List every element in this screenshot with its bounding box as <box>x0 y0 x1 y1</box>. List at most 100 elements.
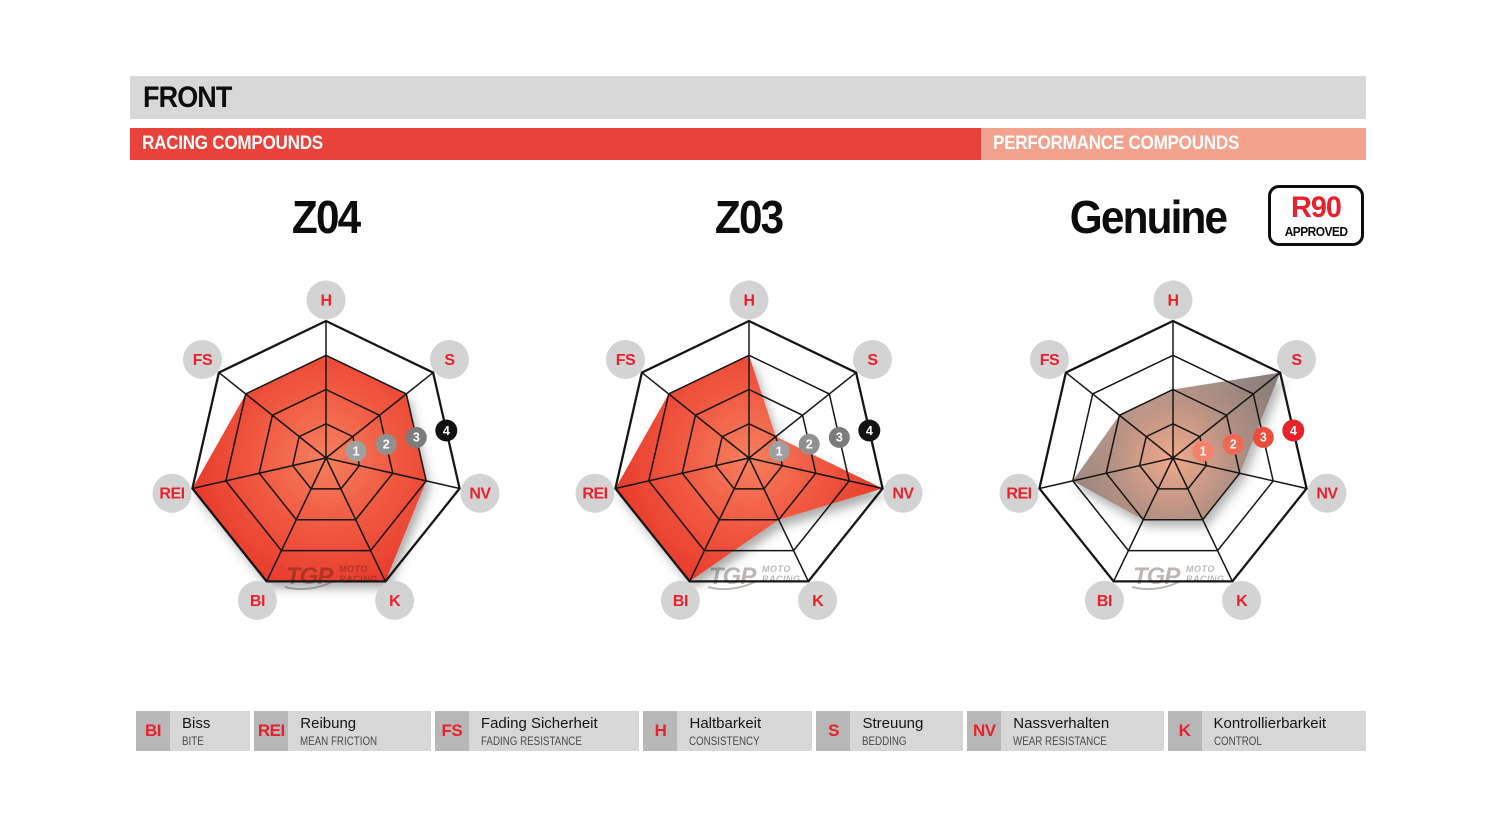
svg-text:H: H <box>1167 293 1178 310</box>
svg-text:K: K <box>389 593 401 610</box>
axis-label-fs: FS <box>606 340 645 379</box>
value-polygon-z04 <box>192 355 427 582</box>
axis-label-k: K <box>798 580 838 620</box>
grid-ring-3 <box>1071 354 1275 552</box>
svg-text:MOTO: MOTO <box>1186 564 1215 574</box>
svg-text:2: 2 <box>383 438 390 452</box>
axis-label-nv: NV <box>883 473 923 513</box>
legend-abbr: K <box>1167 711 1202 751</box>
scale-marker-3: 3 <box>828 426 850 448</box>
svg-text:FS: FS <box>1040 352 1060 369</box>
grid-ring-2 <box>258 388 394 521</box>
svg-text:K: K <box>1236 593 1248 610</box>
legend-term-english: CONSISTENCY <box>689 736 761 749</box>
svg-text:S: S <box>1291 352 1302 369</box>
svg-text:BI: BI <box>250 593 265 610</box>
grid-spoke-s <box>1172 372 1281 459</box>
axis-label-nv: NV <box>460 473 500 513</box>
svg-text:RACING: RACING <box>339 574 378 584</box>
svg-text:BI: BI <box>673 593 688 610</box>
scale-marker-3: 3 <box>1252 426 1274 448</box>
legend-term-german: Reibung <box>300 715 357 732</box>
axis-label-h: H <box>306 280 346 320</box>
scale-marker-4: 4 <box>858 419 881 442</box>
svg-text:MOTO: MOTO <box>339 564 368 574</box>
svg-text:1: 1 <box>1200 444 1207 458</box>
svg-text:1: 1 <box>353 444 360 458</box>
axis-label-rei: REI <box>152 473 192 513</box>
legend-desc: Biss BITE <box>170 711 251 751</box>
axis-label-nv: NV <box>1307 473 1347 513</box>
legend-term-german: Streuung <box>862 715 924 732</box>
legend-term-german: Haltbarkeit <box>689 715 762 732</box>
axis-label-k: K <box>1222 580 1262 620</box>
axis-label-s: S <box>853 340 892 379</box>
grid-spoke-fs <box>641 372 750 459</box>
chart-title-genuine: Genuine <box>1069 191 1228 243</box>
grid-ring-4 <box>614 319 884 583</box>
axis-label-fs: FS <box>183 340 222 379</box>
legend-term-english: BEDDING <box>862 736 908 749</box>
radar-grid <box>191 319 461 583</box>
legend-desc: Kontrollierbarkeit CONTROL <box>1201 711 1367 751</box>
axis-label-h: H <box>1153 280 1193 320</box>
grid-spoke-k <box>748 457 810 582</box>
grid-spoke-nv <box>1172 457 1307 490</box>
radar-chart-genuine: TGP MOTO RACING 1 2 3 4 H S NV K BI REI FS <box>983 266 1363 676</box>
svg-text:FS: FS <box>193 352 213 369</box>
legend-term-german: Nassverhalten <box>1013 715 1110 732</box>
scale-marker-1: 1 <box>1192 440 1214 462</box>
r90-approved-badge: R90 APPROVED <box>1268 185 1364 246</box>
page-title: FRONT <box>143 80 232 114</box>
legend-term-german: Kontrollierbarkeit <box>1213 715 1327 732</box>
scale-marker-1: 1 <box>768 440 790 462</box>
front-header-bar: FRONT <box>130 76 1366 119</box>
axis-label-s: S <box>1277 340 1316 379</box>
grid-spoke-bi <box>688 457 750 582</box>
legend-term-german: Fading Sicherheit <box>480 715 598 732</box>
axis-label-s: S <box>430 340 469 379</box>
svg-text:REI: REI <box>1006 486 1031 503</box>
legend-abbr: H <box>643 711 678 751</box>
scale-marker-2: 2 <box>375 433 397 455</box>
axis-label-h: H <box>729 280 769 320</box>
grid-spoke-bi <box>265 457 327 582</box>
legend-desc: Reibung MEAN FRICTION <box>288 711 431 751</box>
axis-label-rei: REI <box>575 473 615 513</box>
svg-text:REI: REI <box>159 486 184 503</box>
svg-text:REI: REI <box>582 486 607 503</box>
grid-ring-3 <box>224 354 428 552</box>
legend-item-k: K Kontrollierbarkeit CONTROL <box>1167 711 1367 751</box>
svg-text:1: 1 <box>776 444 783 458</box>
grid-spoke-nv <box>325 457 460 490</box>
grid-spoke-rei <box>1039 457 1174 490</box>
axis-label-rei: REI <box>999 473 1039 513</box>
grid-spoke-k <box>1172 457 1234 582</box>
legend-term-english: MEAN FRICTION <box>300 736 378 749</box>
grid-spoke-nv <box>748 457 883 490</box>
grid-spoke-fs <box>218 372 327 459</box>
legend-item-nv: NV Nassverhalten WEAR RESISTANCE <box>967 711 1164 751</box>
grid-spoke-s <box>325 372 434 459</box>
r90-badge-text: R90 <box>1291 191 1342 224</box>
chart-title-z04: Z04 <box>292 191 361 243</box>
svg-text:NV: NV <box>469 486 491 503</box>
racing-compounds-band: RACING COMPOUNDS <box>130 128 981 160</box>
grid-spoke-rei <box>192 457 327 490</box>
scale-marker-3: 3 <box>405 426 427 448</box>
axis-label-fs: FS <box>1030 340 1069 379</box>
grid-spoke-fs <box>1065 372 1174 459</box>
legend-item-s: S Streuung BEDDING <box>816 711 964 751</box>
performance-compounds-label: PERFORMANCE COMPOUNDS <box>993 133 1240 154</box>
radar-grid <box>1038 319 1308 583</box>
axis-label-k: K <box>375 580 415 620</box>
svg-text:TGP: TGP <box>1133 563 1181 590</box>
grid-ring-4 <box>1038 319 1308 583</box>
legend-abbr: REI <box>254 711 289 751</box>
